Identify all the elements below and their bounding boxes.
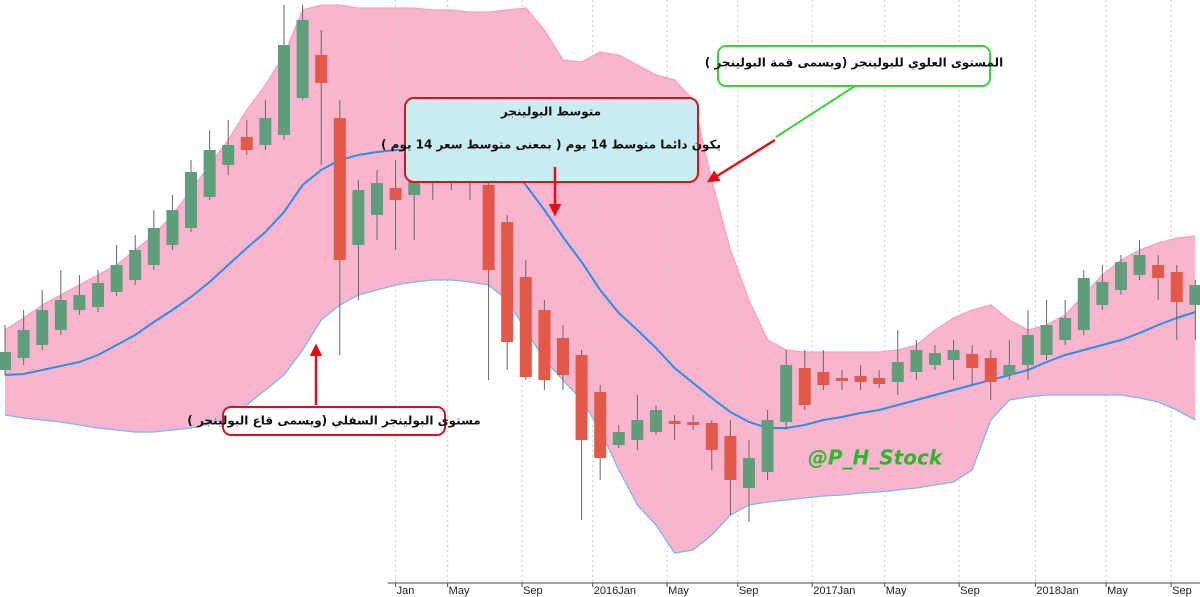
candle-body: [315, 55, 328, 83]
annotation-box: [717, 45, 991, 87]
watermark: @P_H_Stock: [808, 446, 944, 470]
candle-body: [928, 353, 941, 365]
candle-body: [556, 338, 569, 375]
candle-body: [1152, 265, 1165, 278]
candle-body: [817, 372, 830, 385]
x-tick-label: Sep: [960, 585, 980, 597]
candle-body: [352, 190, 365, 245]
annotation-text: مستوى البولينجر السفلي (ويسمى قاع البولي…: [187, 414, 480, 429]
candle-body: [742, 458, 755, 488]
candle-body: [668, 421, 681, 424]
candle-body: [17, 330, 30, 358]
annotation-title: متوسط البولينجر: [500, 105, 601, 120]
candle-body: [185, 172, 198, 228]
annotation-text: يكون دائما متوسط 14 يوم ( بمعنى متوسط سع…: [381, 138, 721, 153]
candle-body: [687, 422, 700, 425]
x-tick-label: 2016Jan: [594, 585, 636, 597]
candle-body: [166, 210, 179, 245]
x-tick-label: Sep: [1172, 585, 1192, 597]
candle-body: [1003, 365, 1016, 375]
band-line: [4, 4, 1196, 353]
candle-body: [1021, 335, 1034, 365]
candle-body: [575, 355, 588, 440]
arrow: [706, 138, 776, 183]
candle-body: [873, 378, 886, 384]
candle-body: [1059, 318, 1072, 340]
x-tick-label: 2017Jan: [813, 585, 855, 597]
x-tick-label: May: [449, 585, 470, 597]
candle-body: [147, 228, 160, 265]
candle-body: [891, 362, 904, 382]
candle-body: [1189, 285, 1200, 305]
candle-body: [1040, 325, 1053, 355]
candle-body: [92, 283, 105, 307]
annotation-box: [222, 406, 446, 436]
candle-body: [984, 358, 997, 382]
candle-body: [259, 118, 272, 145]
candle-body: [947, 350, 960, 360]
callout-tail: [775, 85, 856, 138]
x-tick-label: May: [1107, 585, 1128, 597]
candle-body: [854, 376, 867, 382]
candle-body: [1114, 262, 1127, 290]
candle-body: [538, 310, 551, 380]
candle-body: [780, 365, 793, 422]
annotation-text: المستوى العلوي للبولينجر (ويسمى قمة البو…: [705, 56, 1003, 71]
candle-body: [203, 150, 216, 197]
candle-body: [501, 222, 514, 342]
candle-body: [835, 378, 848, 381]
candle-body: [612, 432, 625, 445]
candle-body: [1077, 278, 1090, 330]
candle-body: [370, 183, 383, 215]
candle-body: [1133, 255, 1146, 275]
x-tick-label: 2018Jan: [1036, 585, 1078, 597]
candle-body: [54, 300, 67, 330]
candle-body: [519, 277, 532, 377]
candle-body: [1170, 272, 1183, 302]
candle-body: [129, 250, 142, 280]
candle-body: [296, 20, 309, 98]
annotations: @P_H_Stock المستوى العلوي للبولينجر (ويس…: [187, 45, 1003, 470]
annotation-box: [404, 97, 699, 183]
candle-body: [73, 295, 86, 310]
band-fill: [5, 5, 1196, 553]
x-tick-label: May: [668, 585, 689, 597]
candle-body: [389, 188, 402, 200]
candle-body: [705, 423, 718, 450]
candle-body: [631, 420, 644, 440]
x-axis-strip: [387, 583, 1200, 597]
candle-body: [222, 145, 235, 165]
candle-body: [333, 118, 346, 260]
candle-body: [0, 352, 12, 370]
candle-body: [966, 354, 979, 368]
candle-body: [910, 350, 923, 372]
band-line: [4, 149, 1196, 429]
x-tick-label: Sep: [523, 585, 543, 597]
candle-body: [761, 420, 774, 472]
candle-body: [240, 137, 253, 150]
candle-body: [1096, 282, 1109, 305]
candle-body: [36, 310, 49, 345]
candle-body: [798, 368, 811, 405]
x-tick-label: Jan: [397, 585, 415, 597]
candle-body: [110, 265, 123, 292]
x-tick-label: Sep: [739, 585, 759, 597]
candle-body: [649, 410, 662, 432]
candle-body: [482, 185, 495, 270]
x-tick-label: May: [886, 585, 907, 597]
candle-body: [278, 45, 291, 135]
candle-body: [594, 392, 607, 458]
candle-body: [724, 436, 737, 480]
